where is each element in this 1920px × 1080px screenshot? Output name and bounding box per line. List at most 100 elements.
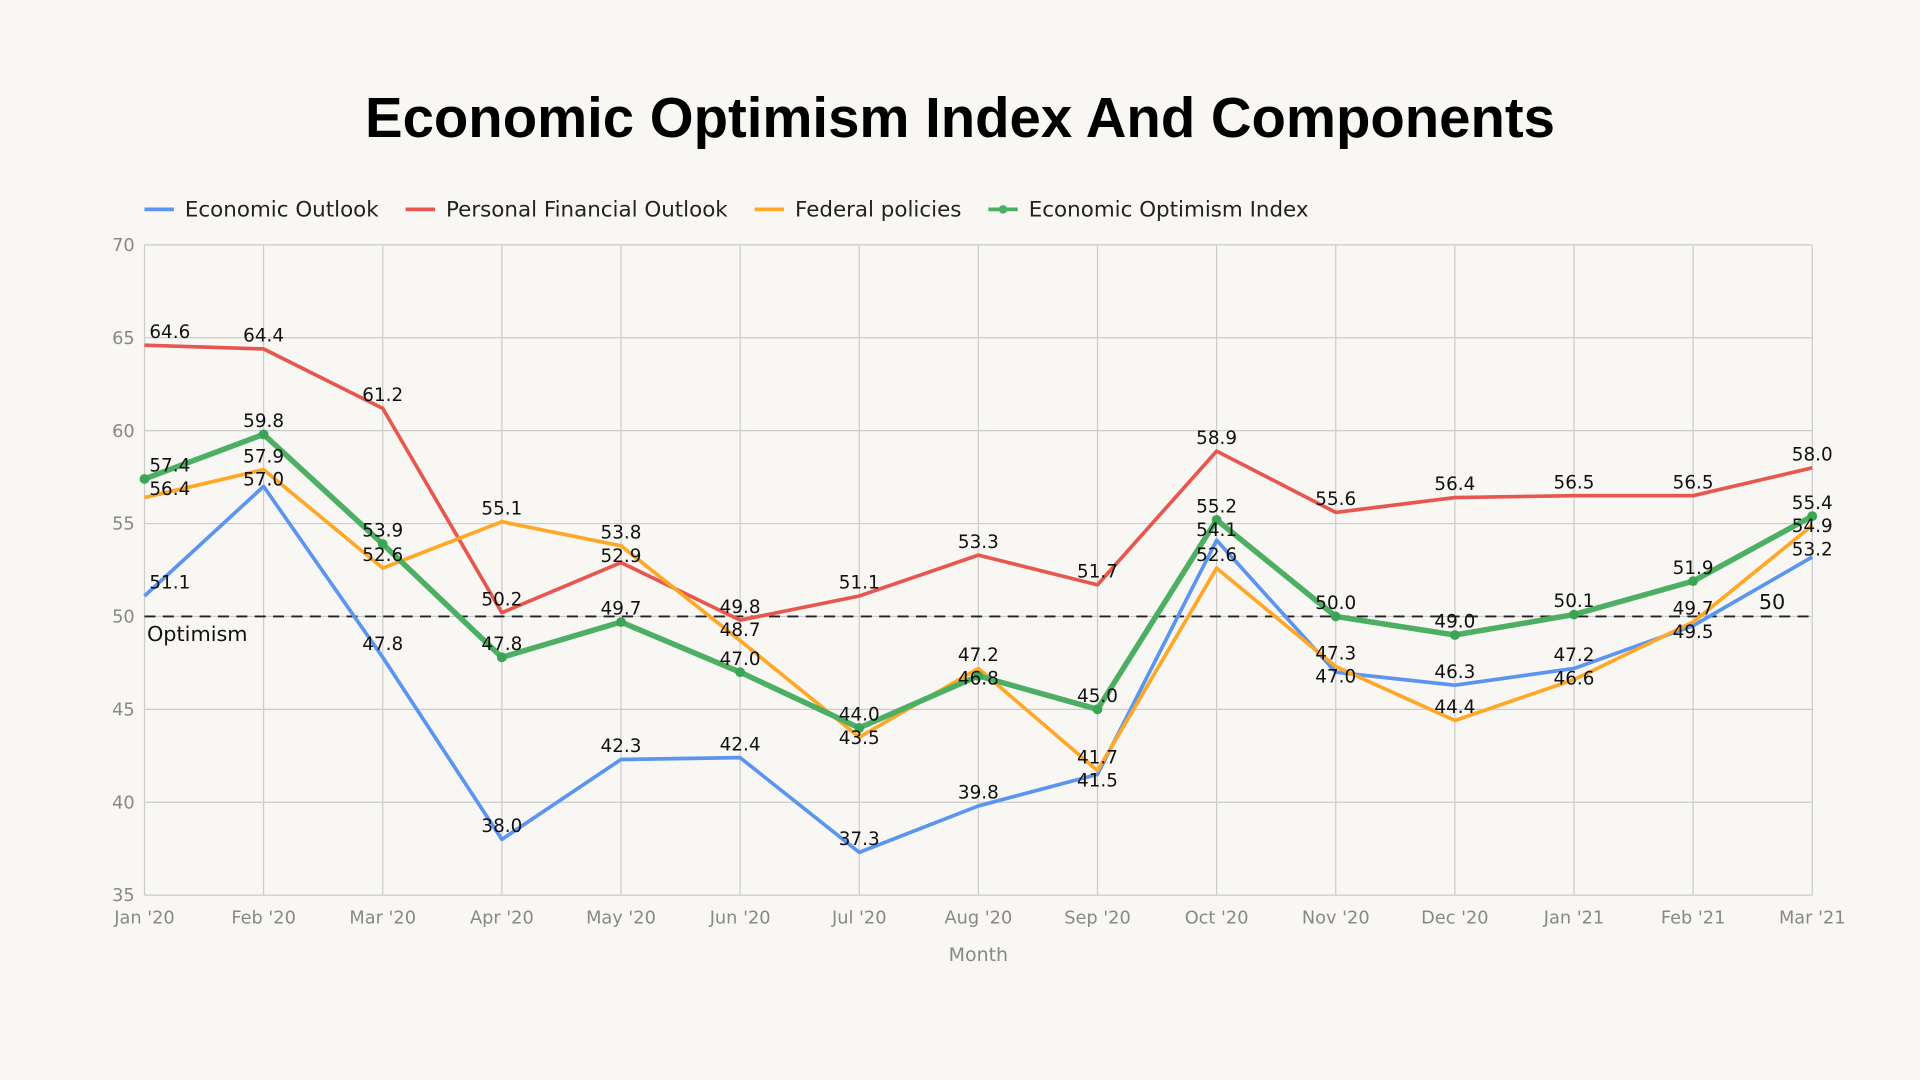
series-line <box>143 484 1814 855</box>
y-tick-label: 40 <box>112 793 135 813</box>
data-label: 41.7 <box>1077 747 1118 768</box>
data-point <box>735 667 746 678</box>
data-label: 51.1 <box>839 573 880 594</box>
data-label: 49.0 <box>1434 612 1475 633</box>
data-label: 55.6 <box>1315 489 1356 510</box>
data-label: 57.4 <box>149 456 190 477</box>
data-label: 39.8 <box>958 783 999 804</box>
data-label: 51.1 <box>149 573 190 594</box>
data-label: 45.0 <box>1077 686 1118 707</box>
data-label: 54.9 <box>1792 516 1833 537</box>
data-point <box>854 723 865 733</box>
data-label: 52.6 <box>362 545 403 566</box>
data-label: 47.0 <box>1315 667 1356 688</box>
y-tick-label: 60 <box>112 422 135 442</box>
x-tick-label: Oct '20 <box>1185 908 1249 928</box>
data-label: 61.2 <box>362 385 403 406</box>
series-lines <box>139 343 1818 855</box>
data-label: 49.7 <box>601 599 642 620</box>
data-label: 53.2 <box>1792 539 1833 560</box>
data-label: 53.8 <box>601 523 642 544</box>
data-label: 59.8 <box>243 411 284 432</box>
data-label: 55.4 <box>1792 493 1833 514</box>
legend-entry: Personal Financial Outlook <box>446 198 728 223</box>
data-point <box>377 539 388 549</box>
data-label: 49.7 <box>1673 599 1714 620</box>
y-tick-label: 35 <box>112 886 135 906</box>
data-label: 58.0 <box>1792 444 1833 465</box>
data-label: 46.8 <box>958 668 999 689</box>
data-label: 50.0 <box>1315 593 1356 614</box>
data-label: 46.6 <box>1554 668 1595 689</box>
x-tick-label: Jan '21 <box>1543 908 1604 928</box>
legend-entry: Economic Outlook <box>185 198 379 223</box>
data-label: 48.7 <box>720 620 761 641</box>
data-point <box>1688 576 1699 587</box>
data-label: 46.3 <box>1434 662 1475 683</box>
data-label: 55.1 <box>481 498 522 519</box>
data-label: 44.0 <box>839 705 880 726</box>
data-label: 47.2 <box>1554 645 1595 666</box>
legend-marker <box>998 205 1008 214</box>
data-label: 41.5 <box>1077 771 1118 792</box>
data-label: 56.5 <box>1673 472 1714 493</box>
data-label: 53.3 <box>958 532 999 553</box>
data-label: 52.9 <box>601 546 642 567</box>
x-tick-label: May '20 <box>586 908 656 928</box>
legend-entry: Federal policies <box>795 198 961 223</box>
x-tick-label: Mar '21 <box>1779 908 1846 928</box>
data-label: 50.1 <box>1554 591 1595 612</box>
data-label: 49.5 <box>1673 622 1714 643</box>
x-axis-label: Month <box>949 944 1008 966</box>
x-tick-label: Sep '20 <box>1064 908 1131 928</box>
series-line <box>144 343 1813 622</box>
data-label: 37.3 <box>839 829 880 850</box>
data-label: 47.0 <box>720 649 761 670</box>
data-label: 44.4 <box>1434 697 1475 718</box>
data-label: 47.8 <box>362 634 403 655</box>
data-label: 56.4 <box>149 479 190 500</box>
series-line <box>144 467 1814 773</box>
data-label: 55.2 <box>1196 496 1237 517</box>
data-label: 58.9 <box>1196 428 1237 449</box>
data-point <box>1449 630 1460 640</box>
x-tick-label: Nov '20 <box>1302 908 1370 928</box>
data-point <box>616 617 626 627</box>
data-point <box>1569 609 1579 620</box>
x-tick-label: Feb '21 <box>1661 908 1726 928</box>
x-tick-label: Apr '20 <box>470 908 534 928</box>
data-label: 57.9 <box>243 446 284 467</box>
data-label: 51.7 <box>1077 562 1118 583</box>
data-label: 56.5 <box>1554 472 1595 493</box>
reference-label-right: 50 <box>1759 590 1785 614</box>
data-label: 51.9 <box>1673 558 1714 579</box>
x-tick-label: Jun '20 <box>709 908 771 928</box>
data-label: 42.3 <box>601 736 642 757</box>
data-label: 42.4 <box>720 734 761 755</box>
data-point <box>139 474 150 484</box>
x-tick-label: Mar '20 <box>349 908 416 928</box>
data-label: 57.0 <box>243 470 284 491</box>
data-label: 47.8 <box>481 634 522 655</box>
data-label: 50.2 <box>481 589 522 610</box>
y-tick-label: 45 <box>112 700 135 720</box>
legend-entry: Economic Optimism Index <box>1029 198 1309 223</box>
data-label: 64.6 <box>149 322 190 343</box>
data-label: 52.6 <box>1196 545 1237 566</box>
legend: Economic Outlook Personal Financial Outlo… <box>144 198 1309 223</box>
data-label: 64.4 <box>243 326 284 347</box>
grid: 35 40 45 50 55 60 65 70 Jan '20 Feb '20 Mar '20 Apr… <box>112 236 1845 928</box>
data-point <box>1211 514 1222 525</box>
data-label: 56.4 <box>1434 474 1475 495</box>
data-label: 47.3 <box>1315 643 1356 664</box>
chart-title: Economic Optimism Index And Components <box>365 86 1555 149</box>
data-label: 49.8 <box>720 597 761 618</box>
reference-line-group: Optimism 50 <box>144 590 1813 646</box>
data-point <box>1330 611 1341 622</box>
data-point <box>1092 704 1103 715</box>
data-labels: 64.657.456.451.164.459.857.957.061.253.9… <box>149 322 1832 850</box>
data-label: 54.1 <box>1196 520 1237 541</box>
y-tick-label: 70 <box>112 236 135 256</box>
data-point <box>258 429 269 440</box>
